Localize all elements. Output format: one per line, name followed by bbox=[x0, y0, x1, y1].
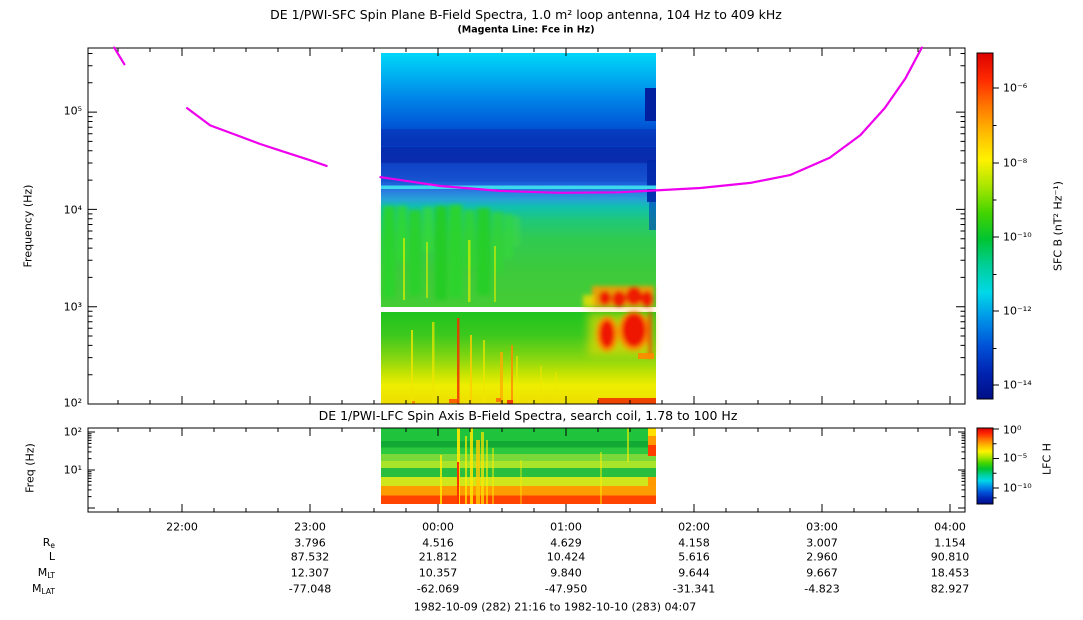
ephem-row-label-mlt-main: M bbox=[37, 565, 48, 579]
ephem-re-4: 3.007 bbox=[806, 536, 838, 550]
sfc-cbar-tick-2: 10⁻¹⁰ bbox=[1003, 230, 1032, 244]
sfc-cbar-tick-3: 10⁻¹² bbox=[1003, 304, 1032, 318]
ephem-mlt-5: 18.453 bbox=[930, 566, 970, 580]
lfc-cbar-tick-1: 10⁻⁵ bbox=[1003, 451, 1028, 465]
ephem-mlt-3: 9.644 bbox=[678, 566, 710, 580]
ephem-row-label-mlat-main: M bbox=[32, 581, 42, 595]
ephem-row-label-mlt: MLT bbox=[38, 567, 55, 580]
time-tick-2300: 23:00 bbox=[294, 520, 326, 534]
sfc-ytick-1e4: 10⁴ bbox=[63, 203, 82, 217]
time-tick-0000: 00:00 bbox=[422, 520, 454, 534]
ephem-row-label-mlat: MLAT bbox=[32, 583, 55, 596]
sfc-red-emission-upper bbox=[583, 286, 654, 307]
ephem-row-label-re: Re bbox=[43, 537, 55, 550]
sfc-ylabel: Frequency (Hz) bbox=[21, 184, 35, 268]
ephem-row-label-mlt-sub: LT bbox=[47, 570, 55, 580]
time-tick-0300: 03:00 bbox=[806, 520, 838, 534]
sfc-ytick-1e3: 10³ bbox=[63, 300, 82, 314]
date-range-label: 1982-10-09 (282) 21:16 to 1982-10-10 (28… bbox=[413, 600, 697, 614]
sfc-cbar-label: SFC B (nT² Hz⁻¹) bbox=[1051, 181, 1065, 271]
lfc-colorbar bbox=[976, 427, 994, 505]
ephem-l-4: 2.960 bbox=[806, 550, 838, 564]
lfc-ytick-1e1: 10¹ bbox=[63, 463, 82, 477]
ephem-row-label-l-main: L bbox=[48, 549, 55, 563]
ephem-mlat-3: -31.341 bbox=[672, 582, 716, 596]
ephem-row-label-l: L bbox=[49, 551, 55, 564]
ephem-l-1: 21.812 bbox=[418, 550, 458, 564]
ephem-mlt-2: 9.840 bbox=[550, 566, 582, 580]
sfc-frame bbox=[87, 47, 966, 405]
fce-line-segment-1 bbox=[186, 106, 328, 167]
ephem-row-label-re-main: R bbox=[42, 535, 51, 549]
lfc-cbar-label: LFC H bbox=[1040, 443, 1054, 475]
lfc-title: DE 1/PWI-LFC Spin Axis B-Field Spectra, … bbox=[318, 407, 738, 423]
ephem-re-1: 4.516 bbox=[422, 536, 454, 550]
ephem-l-3: 5.616 bbox=[678, 550, 710, 564]
fce-line-segment-2 bbox=[379, 46, 923, 194]
sfc-cbar-tick-1: 10⁻⁸ bbox=[1003, 156, 1028, 170]
lfc-ytick-1e2: 10² bbox=[63, 425, 82, 439]
ephem-re-3: 4.158 bbox=[678, 536, 710, 550]
ephem-mlt-4: 9.667 bbox=[806, 566, 838, 580]
sfc-colorbar bbox=[976, 52, 994, 400]
ephem-l-5: 90.810 bbox=[930, 550, 970, 564]
sfc-ytick-1e5: 10⁵ bbox=[63, 104, 82, 118]
ephem-mlat-1: -62.069 bbox=[416, 582, 460, 596]
time-tick-0400: 04:00 bbox=[934, 520, 966, 534]
lfc-ylabel: Freq (Hz) bbox=[23, 443, 37, 493]
lfc-cbar-tick-2: 10⁻¹⁰ bbox=[1003, 481, 1032, 495]
ephem-re-0: 3.796 bbox=[294, 536, 326, 550]
time-tick-0200: 02:00 bbox=[678, 520, 710, 534]
ephem-mlat-2: -47.950 bbox=[544, 582, 588, 596]
ephem-l-0: 87.532 bbox=[290, 550, 330, 564]
time-tick-0100: 01:00 bbox=[550, 520, 582, 534]
ephem-re-2: 4.629 bbox=[550, 536, 582, 550]
lfc-cbar-tick-0: 10⁰ bbox=[1003, 423, 1022, 437]
sfc-cbar-tick-4: 10⁻¹⁴ bbox=[1003, 378, 1032, 392]
ephem-mlat-5: 82.927 bbox=[930, 582, 970, 596]
ephem-mlat-0: -77.048 bbox=[288, 582, 332, 596]
ephem-mlt-0: 12.307 bbox=[290, 566, 330, 580]
colorbar-ticks bbox=[993, 87, 999, 499]
ephem-re-5: 1.154 bbox=[934, 536, 966, 550]
ephem-l-2: 10.424 bbox=[546, 550, 586, 564]
fce-line-segment-0 bbox=[113, 46, 126, 66]
axis-ticks bbox=[88, 48, 965, 512]
sfc-spectrogram bbox=[381, 53, 656, 404]
fce-legend-note: (Magenta Line: Fce in Hz) bbox=[457, 24, 595, 36]
sfc-title: DE 1/PWI-SFC Spin Plane B-Field Spectra,… bbox=[270, 6, 782, 22]
sfc-red-emission-lower bbox=[588, 311, 654, 358]
sfc-ytick-1e2: 10² bbox=[63, 396, 82, 410]
sfc-chorus-patches bbox=[383, 205, 520, 300]
lfc-spectrogram bbox=[381, 428, 656, 504]
ephem-mlt-1: 10.357 bbox=[418, 566, 458, 580]
ephem-mlat-4: -4.823 bbox=[804, 582, 840, 596]
sfc-cbar-tick-0: 10⁻⁶ bbox=[1003, 81, 1028, 95]
ephem-row-label-mlat-sub: LAT bbox=[41, 586, 55, 596]
time-tick-2200: 22:00 bbox=[166, 520, 198, 534]
ephem-row-label-re-sub: e bbox=[50, 540, 55, 550]
